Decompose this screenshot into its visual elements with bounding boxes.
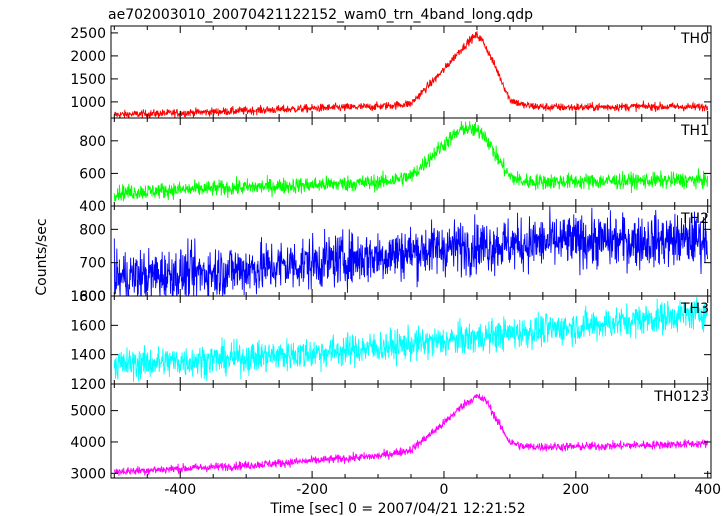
panel-frame: [110, 25, 712, 119]
x-tick-label: 0: [440, 482, 449, 498]
x-tick-label: 200: [562, 482, 589, 498]
series-line-th3: [113, 297, 709, 382]
series-line-th0123: [113, 393, 709, 476]
y-tick-label: 4000: [70, 435, 106, 451]
y-tick-label: 5000: [70, 404, 106, 420]
panel-frame: [110, 383, 712, 479]
y-tick-label: 800: [79, 222, 106, 238]
x-tick-label: -400: [164, 482, 196, 498]
x-tick-label: -200: [296, 482, 328, 498]
y-tick-label: 1800: [70, 289, 106, 305]
y-tick-label: 1000: [70, 95, 106, 111]
panel-th0123: 3000 4000 5000 TH0123: [70, 383, 712, 482]
y-tick-label: 400: [79, 199, 106, 215]
series-line-th0: [113, 30, 709, 118]
y-tick-label: 1200: [70, 377, 106, 393]
y-tick-label: 1500: [70, 72, 106, 88]
y-tick-label: 600: [79, 166, 106, 182]
panel-label-th3: TH3: [680, 301, 709, 317]
y-tick-label: 2000: [70, 49, 106, 65]
panel-label-th0123: TH0123: [653, 389, 709, 405]
panel-th3: 1200 1400 1600 1800 TH3: [70, 289, 712, 393]
y-tick-label: 3000: [70, 466, 106, 482]
y-tick-label: 2500: [70, 26, 106, 42]
series-line-th1: [113, 120, 709, 202]
x-axis-label: Time [sec] 0 = 2007/04/21 12:21:52: [269, 501, 525, 516]
panel-th2: 600 700 800 TH2: [79, 205, 712, 305]
panel-th0: 1000 1500 2000 2500 TH0: [70, 25, 712, 119]
y-tick-label: 1400: [70, 348, 106, 364]
x-tick-label: 400: [694, 482, 721, 498]
y-tick-label: 800: [79, 134, 106, 150]
y-tick-label: 600: [79, 289, 106, 305]
panel-frame: [110, 117, 712, 207]
series-line-th2: [113, 206, 709, 296]
panel-th1: 400 600 800 TH1: [79, 117, 712, 215]
y-axis-label: Counts/sec: [34, 218, 50, 295]
chart-title: ae702003010_20070421122152_wam0_trn_4ban…: [108, 7, 533, 23]
panel-label-th0: TH0: [680, 31, 709, 47]
panel-label-th1: TH1: [680, 123, 709, 139]
y-tick-label: 1600: [70, 318, 106, 334]
y-tick-label: 700: [79, 256, 106, 272]
panel-label-th2: TH2: [680, 211, 709, 227]
